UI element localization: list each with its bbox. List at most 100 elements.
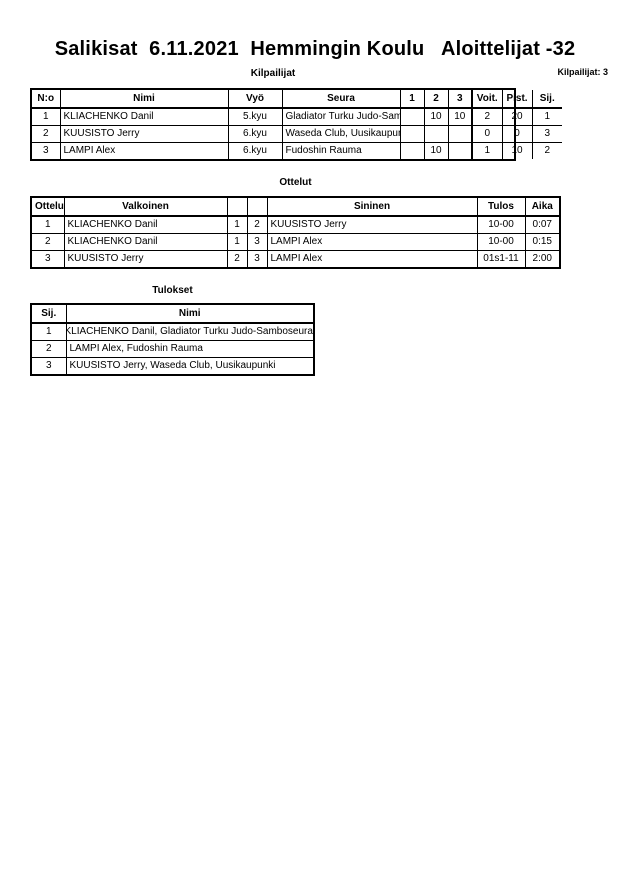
cell-blue-no: 3 — [246, 233, 268, 251]
competitors-section-caption: Kilpailijat — [250, 68, 296, 79]
cell-club: Gladiator Turku Judo-Samboseura — [281, 107, 401, 126]
cell-white: KUUSISTO Jerry — [63, 250, 228, 267]
cell-round-3 — [447, 142, 473, 159]
cell-points: 20 — [501, 107, 533, 126]
cell-rank: 2 — [32, 340, 67, 358]
col-header-blue: Sininen — [266, 198, 478, 217]
cell-round-1 — [399, 107, 425, 126]
matches-table: Ottelu Valkoinen Sininen Tulos Aika 1 KL… — [30, 196, 561, 269]
col-header-white: Valkoinen — [63, 198, 228, 217]
cell-round-1 — [399, 142, 425, 159]
cell-white-no: 1 — [226, 233, 248, 251]
competitors-table: N:o Nimi Vyö Seura 1 2 3 Voit. Pist. Sij… — [30, 88, 562, 161]
cell-name: KLIACHENKO Danil — [59, 107, 229, 126]
table-row: 2 LAMPI Alex, Fudoshin Rauma — [32, 340, 313, 358]
cell-time: 2:00 — [524, 250, 559, 267]
col-header-time: Aika — [524, 198, 559, 217]
cell-wins: 0 — [471, 125, 503, 143]
col-header-number: N:o — [32, 90, 61, 109]
col-header-wins: Voit. — [471, 90, 503, 109]
col-header-round-2: 2 — [423, 90, 449, 109]
cell-club: Waseda Club, Uusikaupunki — [281, 125, 401, 143]
cell-round-2: 10 — [423, 107, 449, 126]
cell-blue-no: 3 — [246, 250, 268, 267]
cell-name-text: KLIACHENKO Danil, Gladiator Turku Judo-S… — [66, 326, 313, 337]
cell-rank: 3 — [531, 125, 562, 143]
col-header-belt: Vyö — [227, 90, 283, 109]
cell-round-3: 10 — [447, 107, 473, 126]
cell-round-2 — [423, 125, 449, 143]
cell-club-text: Gladiator Turku Judo-Samboseura — [285, 111, 400, 122]
cell-white: KLIACHENKO Danil — [63, 215, 228, 234]
cell-rank: 2 — [531, 142, 562, 159]
cell-name: KUUSISTO Jerry — [59, 125, 229, 143]
competitor-count-label: Kilpailijat: 3 — [557, 67, 608, 77]
cell-result: 01s1-11 — [476, 250, 526, 267]
cell-blue: LAMPI Alex — [266, 250, 478, 267]
table-row: 3 LAMPI Alex 6.kyu Fudoshin Rauma 10 1 1… — [32, 142, 562, 159]
results-table: Sij. Nimi 1 KLIACHENKO Danil, Gladiator … — [30, 303, 315, 376]
cell-belt: 6.kyu — [227, 142, 283, 159]
cell-match: 1 — [32, 215, 65, 234]
col-header-round-1: 1 — [399, 90, 425, 109]
col-header-rank: Sij. — [531, 90, 562, 109]
cell-belt: 5.kyu — [227, 107, 283, 126]
cell-points: 0 — [501, 125, 533, 143]
table-header-row: N:o Nimi Vyö Seura 1 2 3 Voit. Pist. Sij… — [32, 90, 562, 109]
cell-round-2: 10 — [423, 142, 449, 159]
cell-club-text: Waseda Club, Uusikaupunki — [285, 128, 400, 139]
cell-round-3 — [447, 125, 473, 143]
cell-blue-no: 2 — [246, 215, 268, 234]
results-section-caption: Tulokset — [152, 285, 193, 296]
cell-white-no: 1 — [226, 215, 248, 234]
cell-match: 2 — [32, 233, 65, 251]
cell-number: 3 — [32, 142, 61, 159]
cell-rank: 1 — [32, 322, 67, 341]
cell-number: 2 — [32, 125, 61, 143]
cell-belt: 6.kyu — [227, 125, 283, 143]
cell-white: KLIACHENKO Danil — [63, 233, 228, 251]
page-title: Salikisat 6.11.2021 Hemmingin Koulu Aloi… — [54, 38, 576, 60]
table-row: 2 KLIACHENKO Danil 1 3 LAMPI Alex 10-00 … — [32, 233, 559, 251]
cell-name: KUUSISTO Jerry, Waseda Club, Uusikaupunk… — [65, 357, 313, 374]
cell-time: 0:15 — [524, 233, 559, 251]
col-header-name: Nimi — [65, 305, 313, 324]
cell-wins: 2 — [471, 107, 503, 126]
table-row: 1 KLIACHENKO Danil, Gladiator Turku Judo… — [32, 322, 313, 341]
col-header-white-no — [226, 198, 248, 217]
cell-result: 10-00 — [476, 215, 526, 234]
table-row: 3 KUUSISTO Jerry 2 3 LAMPI Alex 01s1-11 … — [32, 250, 559, 267]
col-header-name: Nimi — [59, 90, 229, 109]
cell-number: 1 — [32, 107, 61, 126]
cell-name: LAMPI Alex, Fudoshin Rauma — [65, 340, 313, 358]
cell-club: Fudoshin Rauma — [281, 142, 401, 159]
col-header-result: Tulos — [476, 198, 526, 217]
cell-blue: LAMPI Alex — [266, 233, 478, 251]
cell-match: 3 — [32, 250, 65, 267]
cell-blue: KUUSISTO Jerry — [266, 215, 478, 234]
cell-white-no: 2 — [226, 250, 248, 267]
cell-name: LAMPI Alex — [59, 142, 229, 159]
cell-name: KLIACHENKO Danil, Gladiator Turku Judo-S… — [65, 322, 313, 341]
table-header-row: Sij. Nimi — [32, 305, 313, 324]
table-header-row: Ottelu Valkoinen Sininen Tulos Aika — [32, 198, 559, 217]
table-row: 1 KLIACHENKO Danil 5.kyu Gladiator Turku… — [32, 107, 562, 126]
col-header-rank: Sij. — [32, 305, 67, 324]
cell-rank: 3 — [32, 357, 67, 374]
cell-rank: 1 — [531, 107, 562, 126]
matches-section-caption: Ottelut — [279, 177, 312, 188]
cell-round-1 — [399, 125, 425, 143]
cell-result: 10-00 — [476, 233, 526, 251]
col-header-points: Pist. — [501, 90, 533, 109]
col-header-round-3: 3 — [447, 90, 473, 109]
cell-points: 10 — [501, 142, 533, 159]
col-header-blue-no — [246, 198, 268, 217]
table-row: 2 KUUSISTO Jerry 6.kyu Waseda Club, Uusi… — [32, 125, 562, 143]
cell-wins: 1 — [471, 142, 503, 159]
table-row: 3 KUUSISTO Jerry, Waseda Club, Uusikaupu… — [32, 357, 313, 374]
table-row: 1 KLIACHENKO Danil 1 2 KUUSISTO Jerry 10… — [32, 215, 559, 234]
col-header-club: Seura — [281, 90, 401, 109]
cell-time: 0:07 — [524, 215, 559, 234]
col-header-match: Ottelu — [32, 198, 65, 217]
